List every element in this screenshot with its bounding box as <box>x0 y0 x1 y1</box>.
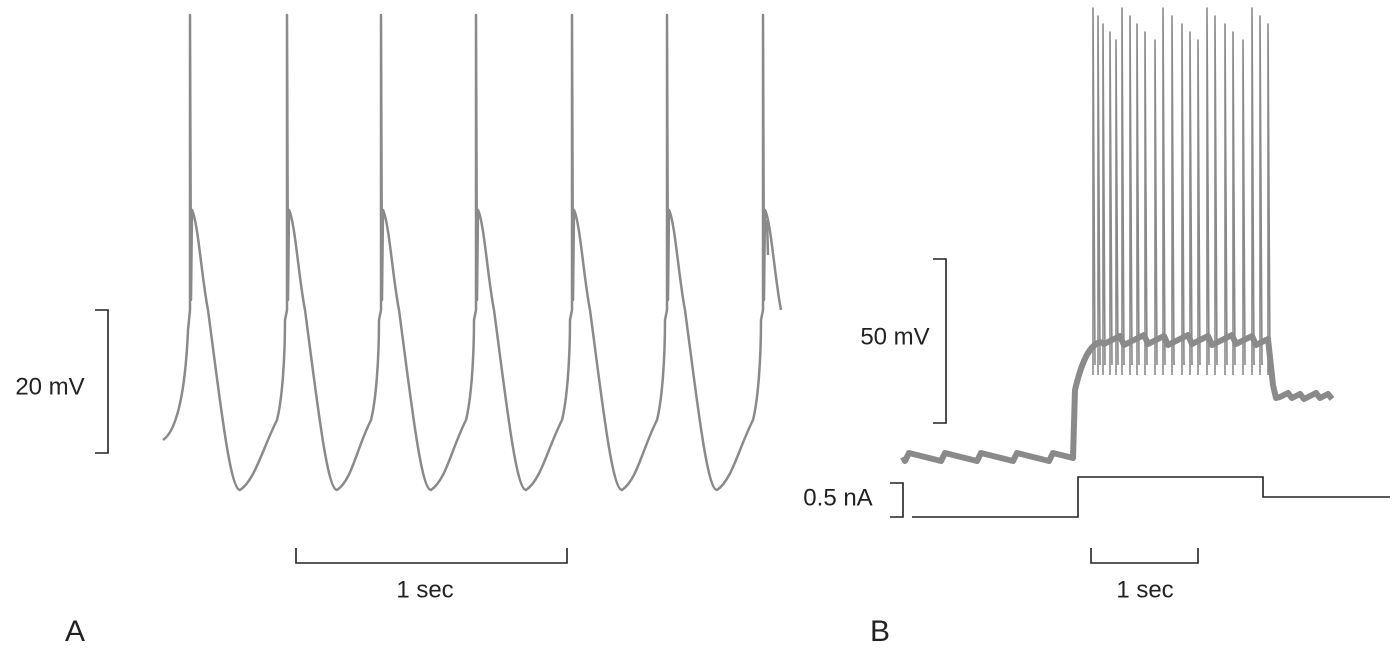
panel-label: A <box>65 615 85 648</box>
current-scale-label: 0.5 nA <box>803 484 872 511</box>
spike-train <box>1092 7 1271 375</box>
voltage-scale-bar <box>95 309 109 454</box>
time-scale-bar <box>295 548 568 564</box>
voltage-scale-label: 20 mV <box>15 373 84 400</box>
time-scale-label: 1 sec <box>1116 576 1173 603</box>
time-scale-label: 1 sec <box>396 576 453 603</box>
voltage-trace <box>162 13 783 492</box>
current-trace <box>912 476 1390 518</box>
voltage-trace <box>900 332 1335 464</box>
time-scale-bar <box>1090 548 1199 564</box>
voltage-scale-bar <box>933 258 947 424</box>
panel-label: B <box>870 615 890 648</box>
voltage-scale-label: 50 mV <box>860 323 929 350</box>
current-scale-bar <box>890 482 904 518</box>
traces <box>162 7 1335 492</box>
